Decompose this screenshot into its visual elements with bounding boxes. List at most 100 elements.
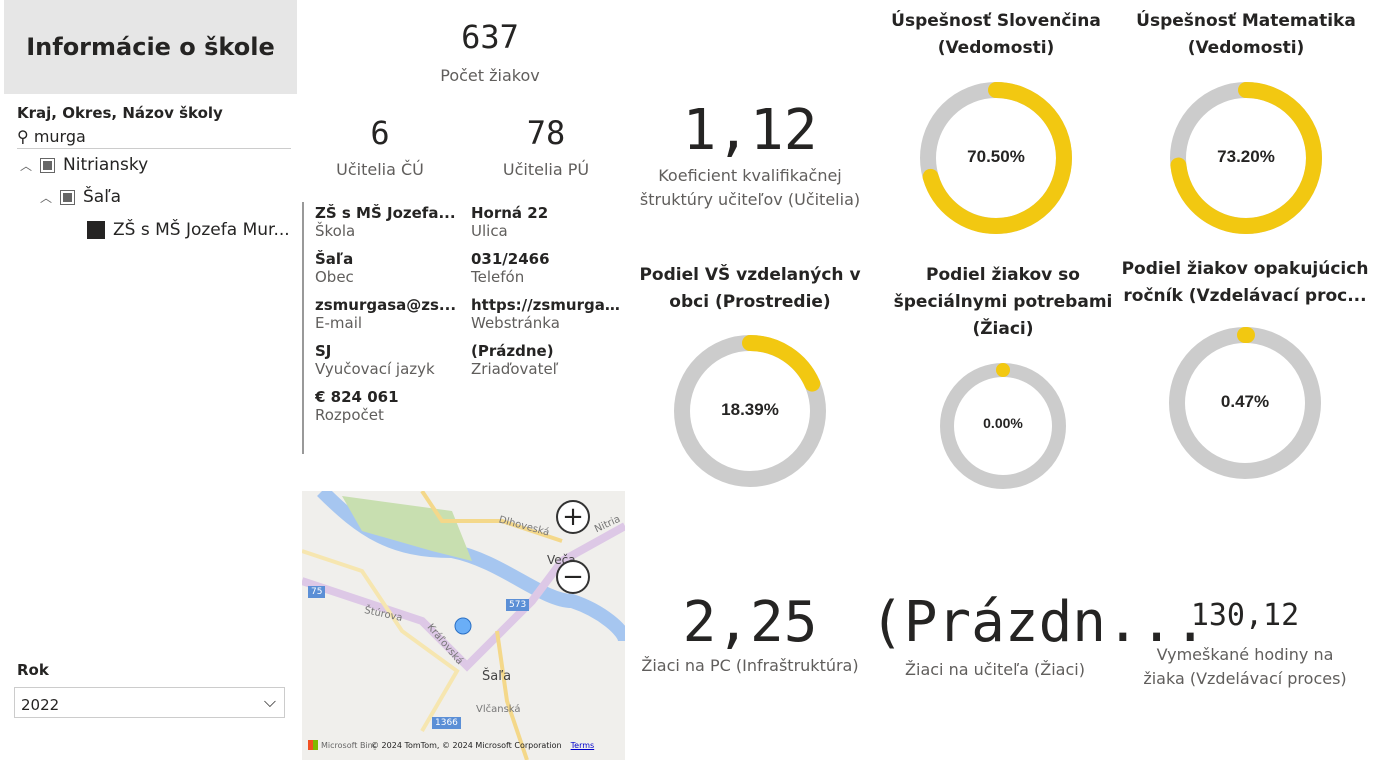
plus-icon: + xyxy=(562,502,584,532)
card-field: SJ Vyučovací jazyk xyxy=(315,342,471,388)
absence-label-1: Vymeškané hodiny na xyxy=(1156,645,1334,664)
search-value: murga xyxy=(33,127,86,146)
gauge-title: Podiel VŠ vzdelaných v obci (Prostredie) xyxy=(620,262,880,316)
gauge-title-line: Podiel žiakov so xyxy=(926,265,1080,285)
pc-value: 2,25 xyxy=(682,590,818,655)
chevron-up-icon[interactable]: ︿ xyxy=(20,158,33,173)
gauge-title-line: špeciálnymi potrebami xyxy=(893,292,1113,312)
tree-label: Nitriansky xyxy=(63,155,149,175)
absence-label-2: žiaka (Vzdelávací proces) xyxy=(1143,669,1347,688)
card-field: ZŠ s MŠ Jozefa... Škola xyxy=(315,204,471,250)
donut-gauge xyxy=(674,335,826,487)
gauge-arc xyxy=(1169,327,1321,479)
map-brand: Microsoft Bing xyxy=(321,740,376,750)
gauge-title-line: (Vedomosti) xyxy=(937,38,1055,58)
card-value: Horná 22 xyxy=(471,204,549,222)
map-visual[interactable]: 75 573 1366 Dlhoveská Veča Nitria Štúrov… xyxy=(302,491,625,760)
gauge-arc xyxy=(674,335,826,487)
donut-gauge xyxy=(920,82,1072,234)
coef-label-1: Koeficient kvalifikačnej xyxy=(658,166,842,185)
gauge-title-line: Podiel VŠ vzdelaných v xyxy=(639,265,861,285)
absence-value: 130,12 xyxy=(1190,598,1300,633)
gauge-title-line: Úspešnosť Matematika xyxy=(1136,11,1356,31)
card-key: Obec xyxy=(315,268,354,286)
school-location-marker[interactable] xyxy=(454,617,472,635)
tree-label: Šaľa xyxy=(83,187,122,207)
per-teacher-value: (Prázdn... xyxy=(870,590,1208,655)
tree-item-sala[interactable]: ︿ Šaľa xyxy=(40,187,121,207)
tree-item-school[interactable]: ZŠ s MŠ Jozefa Mur... xyxy=(87,220,290,240)
gauge-value: 18.39% xyxy=(721,400,779,419)
gauge-title: Podiel žiakov so špeciálnymi potrebami (Ži… xyxy=(873,262,1133,343)
gauge-value: 0.47% xyxy=(1220,392,1270,411)
donut-gauge xyxy=(1170,82,1322,234)
zoom-out-button[interactable]: − xyxy=(556,560,590,594)
card-field: Šaľa Obec xyxy=(315,250,471,296)
minus-icon: − xyxy=(562,562,584,592)
card-value: zsmurgasa@zs... xyxy=(315,296,457,314)
checkbox-checked[interactable] xyxy=(87,221,105,239)
gauge-value: 73.20% xyxy=(1217,147,1275,166)
search-icon: ⚲ xyxy=(17,127,29,146)
gauge-value: 0.00% xyxy=(983,415,1023,431)
slicer-search-input[interactable]: ⚲ murga xyxy=(17,127,291,149)
donut-gauge xyxy=(1169,327,1321,479)
card-value: https://zsmurgas... xyxy=(471,296,621,314)
page-title: Informácie o škole xyxy=(4,0,297,94)
card-value: ZŠ s MŠ Jozefa... xyxy=(315,204,456,222)
chevron-up-icon[interactable]: ︿ xyxy=(40,190,53,205)
card-field: zsmurgasa@zs... E-mail xyxy=(315,296,471,342)
card-value: Šaľa xyxy=(315,250,354,268)
card-field: (Prázdne) Zriaďovateľ xyxy=(471,342,627,388)
card-value: (Prázdne) xyxy=(471,342,554,360)
card-key: Webstránka xyxy=(471,314,560,332)
gauge-title-line: Podiel žiakov opakujúcich xyxy=(1121,259,1369,279)
gauge-title: Podiel žiakov opakujúcich ročník (Vzdeláv… xyxy=(1115,256,1375,310)
students-label: Počet žiakov xyxy=(440,66,540,85)
card-field: https://zsmurgas... Webstránka xyxy=(471,296,627,342)
card-value: SJ xyxy=(315,342,332,360)
school-info-card: ZŠ s MŠ Jozefa... Škola Horná 22 Ulica Šaľa O… xyxy=(315,204,627,434)
gauge-title: Úspešnosť Matematika (Vedomosti) xyxy=(1116,8,1376,62)
map-label: 75 xyxy=(308,586,326,598)
card-key: Telefón xyxy=(471,268,525,286)
gauge-arc xyxy=(1170,82,1322,234)
microsoft-logo-icon xyxy=(308,740,318,750)
year-value: 2022 xyxy=(21,696,60,714)
tree-label: ZŠ s MŠ Jozefa Mur... xyxy=(113,220,290,240)
card-key: Vyučovací jazyk xyxy=(315,360,435,378)
gauge-title-line: Úspešnosť Slovenčina xyxy=(891,11,1101,31)
teachers-cu-value: 6 xyxy=(370,114,390,152)
teachers-pu-value: 78 xyxy=(526,114,566,152)
card-key: Škola xyxy=(315,222,356,240)
checkbox-partial[interactable] xyxy=(60,189,76,205)
card-key: Rozpočet xyxy=(315,406,384,424)
map-canvas[interactable] xyxy=(302,491,625,760)
map-terms-link[interactable]: Terms xyxy=(570,740,595,750)
gauge-title-line: (Žiaci) xyxy=(972,319,1034,339)
year-label: Rok xyxy=(17,661,49,679)
card-key: Ulica xyxy=(471,222,508,240)
gauge-title-line: (Vedomosti) xyxy=(1187,38,1305,58)
students-value: 637 xyxy=(461,18,519,56)
slicer-header: Kraj, Okres, Názov školy xyxy=(17,104,223,122)
card-divider xyxy=(302,202,304,454)
map-label: Šaľa xyxy=(482,669,512,684)
gauge-title-line: obci (Prostredie) xyxy=(669,292,831,312)
card-value: € 824 061 xyxy=(315,388,399,406)
card-value: 031/2466 xyxy=(471,250,550,268)
gauge-title-line: ročník (Vzdelávací proc... xyxy=(1123,286,1367,306)
coef-label-2: štruktúry učiteľov (Učitelia) xyxy=(639,190,861,209)
card-key: E-mail xyxy=(315,314,363,332)
zoom-in-button[interactable]: + xyxy=(556,500,590,534)
checkbox-partial[interactable] xyxy=(40,157,56,173)
map-label: 573 xyxy=(506,599,530,611)
map-attribution: © 2024 TomTom, © 2024 Microsoft Corporat… xyxy=(371,740,562,750)
gauge-arc xyxy=(920,82,1072,234)
year-dropdown[interactable]: 2022 ⌵ xyxy=(14,687,285,718)
map-label: Vlčanská xyxy=(476,704,521,715)
gauge-arc xyxy=(940,363,1066,489)
tree-item-nitriansky[interactable]: ︿ Nitriansky xyxy=(20,155,148,175)
card-key: Zriaďovateľ xyxy=(471,360,559,378)
gauge-title: Úspešnosť Slovenčina (Vedomosti) xyxy=(866,8,1126,62)
